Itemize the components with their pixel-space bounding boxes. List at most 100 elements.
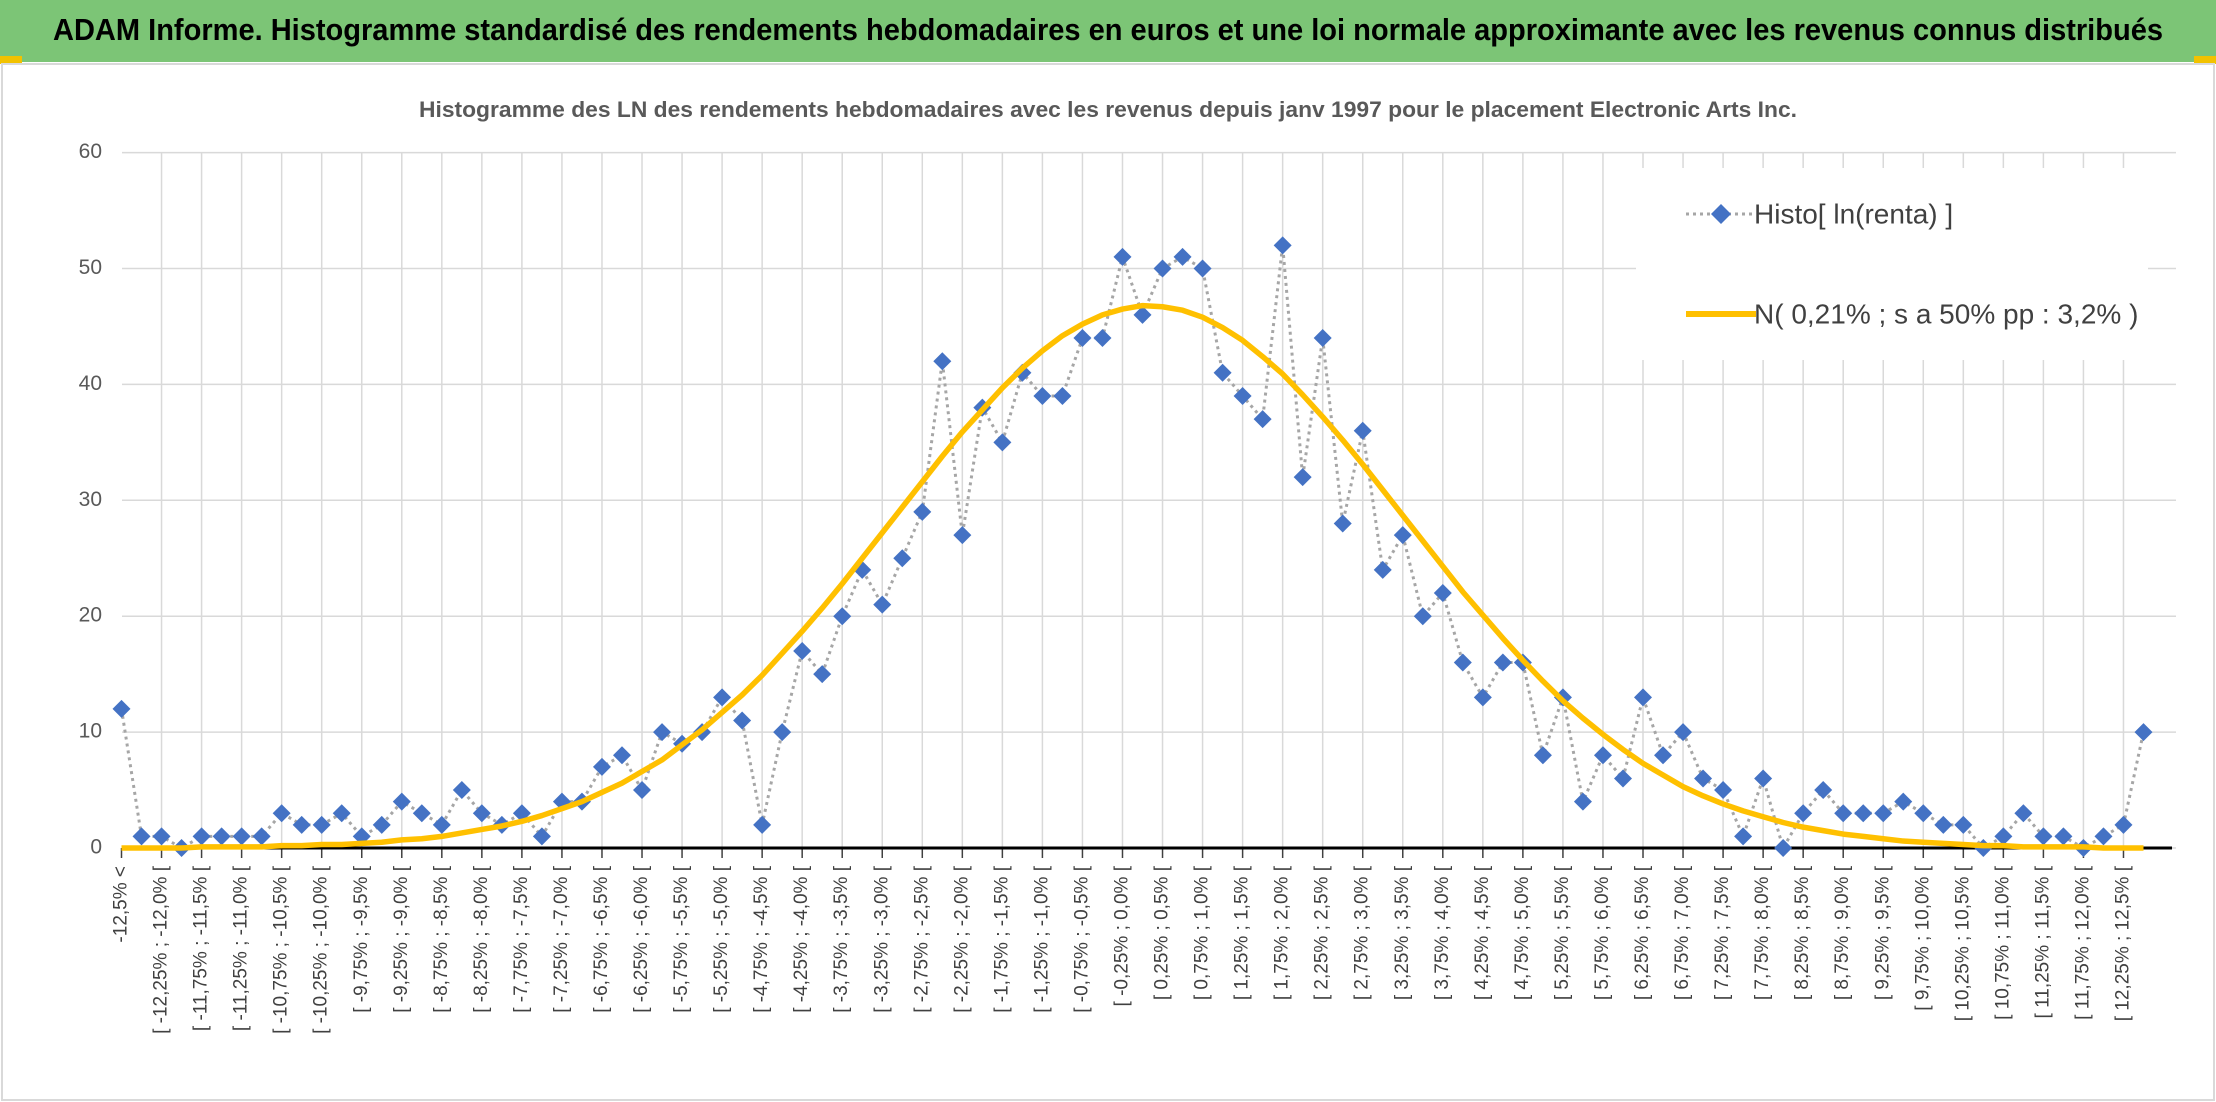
legend-marker (1711, 204, 1731, 224)
marker (873, 595, 892, 614)
marker (1473, 688, 1492, 707)
marker (152, 827, 171, 846)
marker (1634, 688, 1653, 707)
x-tick-label: [ -12,25% ; -12,0% [ (151, 865, 172, 1034)
x-tick-label: [ 2,25% ; 2,5% [ (1312, 865, 1333, 1000)
marker (1533, 746, 1552, 765)
y-tick-label: 60 (79, 140, 102, 163)
x-tick-label: [ 4,75% ; 5,0% [ (1512, 865, 1533, 1000)
marker (1754, 769, 1773, 788)
x-tick-label: [ 0,25% ; 0,5% [ (1152, 865, 1173, 1000)
x-tick-label: -12,5% < (111, 866, 132, 943)
marker (2034, 827, 2053, 846)
x-tick-label: [ -10,25% ; -10,0% [ (311, 865, 332, 1034)
x-tick-label: [ 3,25% ; 3,5% [ (1392, 865, 1413, 1000)
marker (953, 526, 972, 545)
marker (793, 641, 812, 660)
x-tick-label: [ 4,25% ; 4,5% [ (1472, 865, 1493, 1000)
x-tick-label: [ 0,75% ; 1,0% [ (1192, 865, 1213, 1000)
marker (1493, 653, 1512, 672)
marker (392, 792, 411, 811)
marker (1393, 526, 1412, 545)
marker (733, 711, 752, 730)
x-tick-label: [ 11,25% ; 11,5% [ (2032, 865, 2053, 1018)
marker (993, 433, 1012, 452)
chart-border (1, 63, 2215, 1101)
marker (1894, 792, 1913, 811)
x-tick-label: [ 8,25% ; 8,5% [ (1792, 865, 1813, 1000)
y-tick-label: 10 (79, 720, 102, 743)
x-tick-label: [ -5,75% ; -5,5% [ (671, 865, 692, 1013)
marker (252, 827, 271, 846)
x-tick-label: [ -10,75% ; -10,5% [ (271, 865, 292, 1034)
marker (372, 815, 391, 834)
x-tick-label: [ 5,75% ; 6,0% [ (1592, 865, 1613, 1000)
x-tick-label: [ -4,25% ; -4,0% [ (791, 865, 812, 1013)
x-tick-label: [ -6,75% ; -6,5% [ (591, 865, 612, 1013)
marker (1914, 804, 1933, 823)
marker (1113, 247, 1132, 266)
marker (412, 804, 431, 823)
x-tick-label: [ 1,75% ; 2,0% [ (1272, 865, 1293, 1000)
x-tick-label: [ 9,25% ; 9,5% [ (1872, 865, 1893, 1000)
header-title: ADAM Informe. Histogramme standardisé de… (53, 12, 2163, 47)
x-tick-label: [ -1,75% ; -1,5% [ (991, 865, 1012, 1013)
marker (1413, 607, 1432, 626)
x-tick-label: [ -11,75% ; -11,5% [ (191, 865, 212, 1031)
x-tick-label: [ 6,75% ; 7,0% [ (1672, 865, 1693, 1000)
x-tick-label: [ 7,75% ; 8,0% [ (1752, 865, 1773, 1000)
marker (1994, 827, 2013, 846)
x-tick-label: [ -8,25% ; -8,0% [ (471, 865, 492, 1013)
marker (753, 815, 772, 834)
marker (1033, 386, 1052, 405)
marker (2054, 827, 2073, 846)
marker (192, 827, 211, 846)
marker (272, 804, 291, 823)
marker (452, 781, 471, 800)
marker (773, 723, 792, 742)
x-tick-label: [ -7,75% ; -7,5% [ (511, 865, 532, 1013)
x-tick-label: [ -6,25% ; -6,0% [ (631, 865, 652, 1013)
x-tick-label: [ -9,25% ; -9,0% [ (391, 865, 412, 1013)
marker (1273, 236, 1292, 255)
marker (1233, 386, 1252, 405)
x-tick-label: [ -2,75% ; -2,5% [ (911, 865, 932, 1013)
header-accent (0, 56, 22, 64)
marker (592, 757, 611, 776)
marker (933, 352, 952, 371)
marker (112, 699, 131, 718)
marker (1874, 804, 1893, 823)
x-tick-label: [ -1,25% ; -1,0% [ (1031, 865, 1052, 1013)
marker (1593, 746, 1612, 765)
marker (1794, 804, 1813, 823)
x-tick-label: [ -9,75% ; -9,5% [ (351, 865, 372, 1013)
marker (1674, 723, 1693, 742)
marker (1654, 746, 1673, 765)
marker (432, 815, 451, 834)
marker (472, 804, 491, 823)
x-tick-label: [ -7,25% ; -7,0% [ (551, 865, 572, 1013)
legend-label: N( 0,21% ; s a 50% pp : 3,2% ) (1754, 298, 2138, 329)
marker (1333, 514, 1352, 533)
header-bar (0, 0, 2216, 62)
marker (1613, 769, 1632, 788)
y-tick-label: 50 (79, 256, 102, 279)
marker (1954, 815, 1973, 834)
y-tick-label: 30 (79, 488, 102, 511)
marker (1694, 769, 1713, 788)
marker (1814, 781, 1833, 800)
marker (332, 804, 351, 823)
chart-title: Histogramme des LN des rendements hebdom… (419, 97, 1797, 122)
marker (532, 827, 551, 846)
y-tick-label: 40 (79, 372, 102, 395)
marker (713, 688, 732, 707)
x-tick-label: [ 8,75% ; 9,0% [ (1832, 865, 1853, 1000)
marker (1714, 781, 1733, 800)
marker (2094, 827, 2113, 846)
x-tick-label: [ 6,25% ; 6,5% [ (1632, 865, 1653, 1000)
marker (1734, 827, 1753, 846)
marker (1934, 815, 1953, 834)
marker (833, 607, 852, 626)
header-accent (2194, 56, 2216, 64)
